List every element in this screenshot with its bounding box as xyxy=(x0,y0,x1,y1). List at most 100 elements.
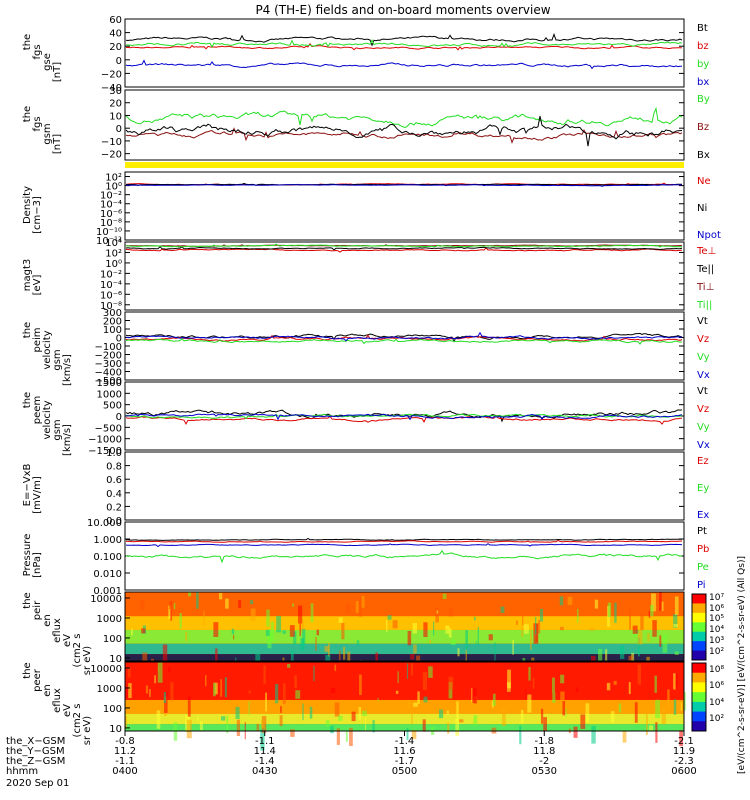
y-tick-label: 100 xyxy=(103,704,122,715)
y-tick-label: 1500 xyxy=(97,378,122,389)
spectrogram-cell xyxy=(634,702,638,723)
y-tick-label: 1.0 xyxy=(106,448,122,459)
legend-Vt: Vt xyxy=(697,316,708,327)
spectrogram-cell xyxy=(397,671,399,683)
legend-Vx: Vx xyxy=(697,370,710,381)
spectrogram-cell xyxy=(411,663,413,676)
spectrogram-cell xyxy=(492,693,496,706)
y-axis-label: [nT] xyxy=(52,62,63,82)
y-axis-label: [nPa] xyxy=(32,552,43,578)
spectrogram-cell xyxy=(125,716,128,728)
spectrogram-cell xyxy=(540,708,544,724)
spectrogram-cell xyxy=(655,699,660,719)
spectrogram-cell xyxy=(214,682,218,695)
spectrogram-cell xyxy=(473,715,478,726)
spectrogram-cell xyxy=(387,615,392,620)
spectrogram-cell xyxy=(328,643,330,657)
y-tick-label: 0 xyxy=(116,412,122,423)
spectrogram-cell xyxy=(673,624,679,628)
legend-By: By xyxy=(697,94,710,105)
y-axis-label: eV xyxy=(62,634,73,647)
spectrogram-cell xyxy=(488,634,493,641)
spectrogram-cell xyxy=(168,600,174,610)
series-line-Bz xyxy=(125,127,683,144)
spectrogram-cell xyxy=(472,687,477,703)
y-axis-label: the xyxy=(22,322,33,338)
spectrogram-cell xyxy=(309,706,313,719)
spectrogram-cell xyxy=(683,692,686,711)
series-line-by xyxy=(125,39,683,48)
spectrogram-cell xyxy=(674,651,679,656)
spectrogram-cell xyxy=(131,628,133,636)
spectrogram-cell xyxy=(157,662,163,683)
series-line-bz xyxy=(125,42,683,51)
series-line-Te|| xyxy=(125,245,683,251)
y-tick-label: 0 xyxy=(116,56,122,67)
spectrogram-cell xyxy=(334,702,340,717)
spectrogram-cell xyxy=(347,651,351,670)
spectrogram-cell xyxy=(659,635,662,647)
legend-Ey: Ey xyxy=(697,483,709,494)
y-axis-label: Pressure xyxy=(22,534,33,577)
spectrogram-cell xyxy=(502,708,506,726)
panel-frame xyxy=(124,241,685,311)
spectrogram-cell xyxy=(336,728,340,745)
y-tick-label: 10 xyxy=(109,111,122,122)
y-axis-label: fgs xyxy=(32,116,43,131)
spectrogram-cell xyxy=(275,684,279,704)
y-tick-label: 20 xyxy=(109,42,122,53)
colorbar-cell xyxy=(692,631,706,642)
spectrogram-cell xyxy=(645,714,648,736)
series-line-Te⊥ xyxy=(126,247,683,253)
spectrogram-cell xyxy=(283,683,286,704)
spectrogram-cell xyxy=(406,728,409,740)
series-line-Pb xyxy=(125,539,683,543)
legend-Vz: Vz xyxy=(697,404,709,415)
y-axis-label: peim xyxy=(32,327,43,352)
x-tick-label: 0400 xyxy=(112,766,137,777)
y-tick-label: 10⁴ xyxy=(105,238,122,249)
y-tick-label: 10 xyxy=(109,654,122,665)
spectrogram-cell xyxy=(233,634,235,640)
y-tick-label: 10⁻⁴ xyxy=(100,200,122,211)
spectrogram-cell xyxy=(573,726,578,738)
spectrogram-cell xyxy=(423,622,428,638)
spectrogram-cell xyxy=(213,622,219,637)
x-tick-label: 11.8 xyxy=(533,746,555,757)
spectrogram-cell xyxy=(591,726,596,744)
spectrogram-cell xyxy=(618,703,622,713)
x-tick-label: 11.2 xyxy=(114,746,136,757)
spectrogram-cell xyxy=(407,700,411,709)
y-axis-label: fgs xyxy=(32,44,43,59)
spectrogram-cell xyxy=(532,677,535,689)
series-line-Vx xyxy=(125,331,683,342)
legend-Pi: Pi xyxy=(697,580,706,591)
y-tick-label: 100 xyxy=(103,325,122,336)
spectrogram-cell xyxy=(287,664,291,668)
spectrogram-cell xyxy=(619,645,625,659)
spectrogram-cell xyxy=(392,620,398,629)
spectrogram-band xyxy=(125,616,684,630)
spectrogram-cell xyxy=(520,710,524,724)
panel-frame xyxy=(124,18,685,88)
spectrogram-cell xyxy=(422,719,426,732)
spectrogram-cell xyxy=(386,619,388,633)
colorbar-frame xyxy=(691,593,707,661)
spectrogram-band xyxy=(125,629,684,644)
y-tick-label: 10⁻⁶ xyxy=(100,290,122,301)
y-tick-label: 500 xyxy=(103,401,122,412)
y-tick-label: 20 xyxy=(109,99,122,110)
colorbar-cell xyxy=(692,721,706,732)
spectrogram-cell xyxy=(173,603,176,610)
spectrogram-cell xyxy=(628,682,631,695)
series-line-Vy xyxy=(125,413,683,420)
spectrogram-cell xyxy=(679,730,683,747)
spectrogram-cell xyxy=(655,722,658,743)
spectrogram-cell xyxy=(168,667,171,673)
spectrogram-cell xyxy=(598,648,603,663)
y-axis-label: magt3 xyxy=(22,259,33,292)
spectrogram-cell xyxy=(529,630,532,650)
